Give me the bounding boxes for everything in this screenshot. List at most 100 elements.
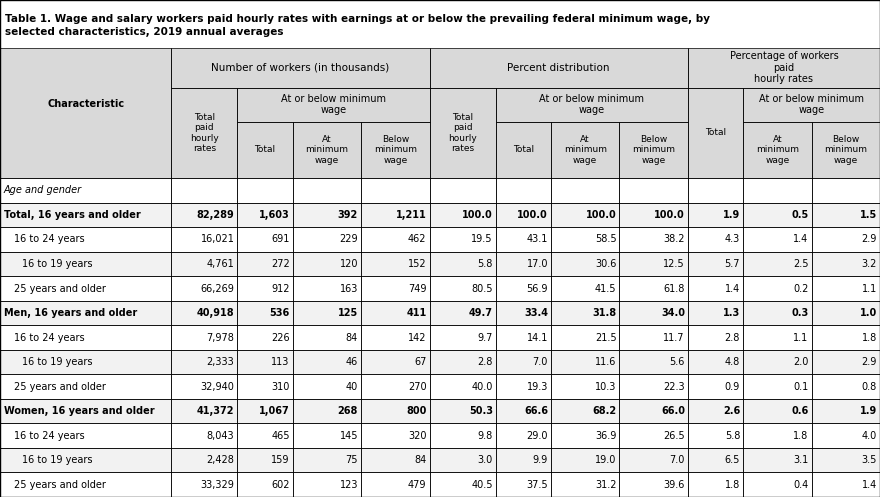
Bar xyxy=(811,473,880,497)
Text: At
minimum
wage: At minimum wage xyxy=(305,135,348,165)
Bar xyxy=(361,350,429,374)
Bar xyxy=(811,399,880,423)
Bar xyxy=(620,374,688,399)
Bar xyxy=(551,301,620,326)
Bar xyxy=(0,252,880,276)
Text: At or below minimum
wage: At or below minimum wage xyxy=(281,94,386,115)
Text: Number of workers (in thousands): Number of workers (in thousands) xyxy=(211,63,390,73)
Text: 120: 120 xyxy=(340,259,358,269)
Text: 0.9: 0.9 xyxy=(725,382,740,392)
Bar xyxy=(0,301,171,326)
Text: 8,043: 8,043 xyxy=(207,431,234,441)
Bar xyxy=(0,448,880,473)
Text: 39.6: 39.6 xyxy=(664,480,685,490)
Bar xyxy=(0,399,171,423)
Text: At or below minimum
wage: At or below minimum wage xyxy=(759,94,864,115)
Text: 163: 163 xyxy=(340,283,358,294)
Bar xyxy=(620,448,688,473)
Bar xyxy=(743,87,880,122)
Text: 310: 310 xyxy=(271,382,290,392)
Bar xyxy=(495,203,551,227)
Text: 68.2: 68.2 xyxy=(592,406,616,416)
Bar xyxy=(429,178,495,203)
Bar xyxy=(495,374,551,399)
Text: 19.3: 19.3 xyxy=(526,382,548,392)
Text: 7,978: 7,978 xyxy=(207,332,234,342)
Bar xyxy=(361,374,429,399)
Text: 0.6: 0.6 xyxy=(791,406,809,416)
Bar xyxy=(688,448,743,473)
Bar xyxy=(743,448,811,473)
Bar xyxy=(171,203,238,227)
Bar xyxy=(0,473,880,497)
Bar xyxy=(811,276,880,301)
Bar xyxy=(429,301,495,326)
Text: 84: 84 xyxy=(346,332,358,342)
Text: 16 to 24 years: 16 to 24 years xyxy=(14,332,84,342)
Text: 14.1: 14.1 xyxy=(526,332,548,342)
Text: 31.2: 31.2 xyxy=(595,480,616,490)
Bar xyxy=(238,252,292,276)
Text: 462: 462 xyxy=(408,235,427,245)
Text: 1.1: 1.1 xyxy=(862,283,877,294)
Bar xyxy=(688,178,743,203)
Text: 602: 602 xyxy=(271,480,290,490)
Bar xyxy=(688,87,743,178)
Text: 1.8: 1.8 xyxy=(793,431,809,441)
Text: 1,211: 1,211 xyxy=(396,210,427,220)
Bar xyxy=(0,227,880,252)
Bar xyxy=(811,122,880,178)
Bar xyxy=(495,326,551,350)
Bar xyxy=(688,87,743,178)
Bar xyxy=(292,252,361,276)
Text: 29.0: 29.0 xyxy=(526,431,548,441)
Text: 40.0: 40.0 xyxy=(472,382,493,392)
Text: 7.0: 7.0 xyxy=(670,455,685,465)
Bar xyxy=(551,203,620,227)
Bar xyxy=(551,122,620,178)
Text: 100.0: 100.0 xyxy=(586,210,616,220)
Text: 142: 142 xyxy=(408,332,427,342)
Text: 9.7: 9.7 xyxy=(477,332,493,342)
Bar xyxy=(811,374,880,399)
Text: Characteristic: Characteristic xyxy=(47,99,124,109)
Text: 67: 67 xyxy=(414,357,427,367)
Bar xyxy=(743,374,811,399)
Text: 82,289: 82,289 xyxy=(196,210,234,220)
Text: Below
minimum
wage: Below minimum wage xyxy=(632,135,675,165)
Bar xyxy=(620,122,688,178)
Bar xyxy=(620,276,688,301)
Text: 34.0: 34.0 xyxy=(661,308,685,318)
Bar xyxy=(238,374,292,399)
Bar xyxy=(551,473,620,497)
Bar xyxy=(429,276,495,301)
Bar xyxy=(238,87,429,122)
Text: Table 1. Wage and salary workers paid hourly rates with earnings at or below the: Table 1. Wage and salary workers paid ho… xyxy=(5,14,710,24)
Bar xyxy=(361,301,429,326)
Bar xyxy=(743,252,811,276)
Bar xyxy=(811,252,880,276)
Text: 11.6: 11.6 xyxy=(595,357,616,367)
Bar xyxy=(551,374,620,399)
Bar xyxy=(171,48,429,87)
Bar xyxy=(171,473,238,497)
Text: 1.8: 1.8 xyxy=(862,332,877,342)
Bar xyxy=(811,350,880,374)
Bar xyxy=(238,423,292,448)
Bar xyxy=(688,374,743,399)
Bar xyxy=(495,87,688,122)
Bar xyxy=(620,252,688,276)
Text: At or below minimum
wage: At or below minimum wage xyxy=(539,94,644,115)
Bar xyxy=(171,48,429,87)
Bar xyxy=(171,178,238,203)
Text: selected characteristics, 2019 annual averages: selected characteristics, 2019 annual av… xyxy=(5,27,283,37)
Text: 4.8: 4.8 xyxy=(725,357,740,367)
Bar xyxy=(0,203,880,227)
Text: 320: 320 xyxy=(408,431,427,441)
Text: 19.5: 19.5 xyxy=(472,235,493,245)
Text: 7.0: 7.0 xyxy=(532,357,548,367)
Bar xyxy=(743,350,811,374)
Text: 25 years and older: 25 years and older xyxy=(14,283,106,294)
Bar xyxy=(688,326,743,350)
Bar xyxy=(743,87,880,122)
